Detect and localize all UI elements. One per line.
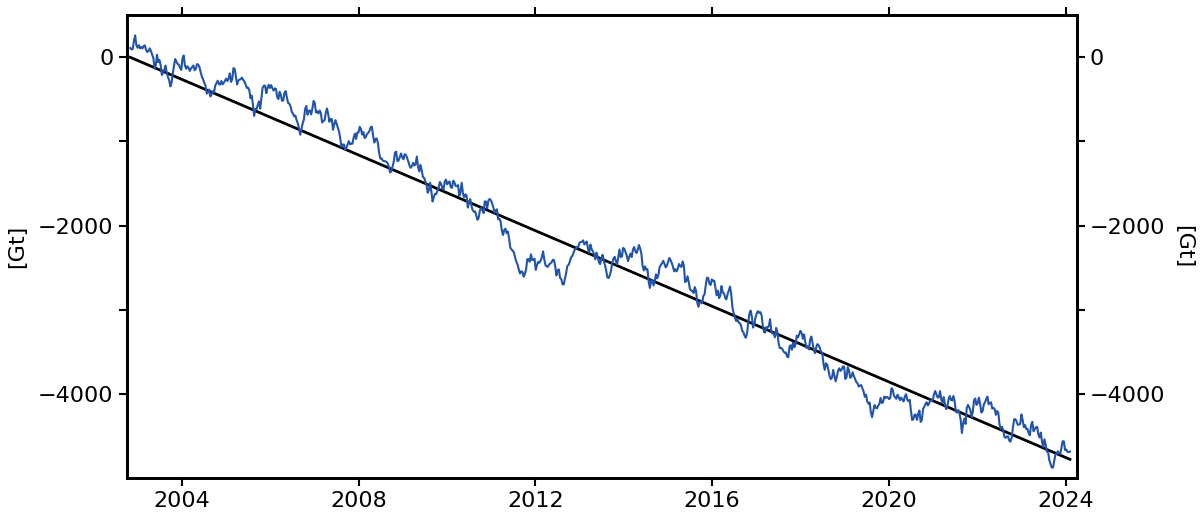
Y-axis label: [Gt]: [Gt]: [1174, 225, 1193, 268]
Y-axis label: [Gt]: [Gt]: [7, 225, 26, 268]
